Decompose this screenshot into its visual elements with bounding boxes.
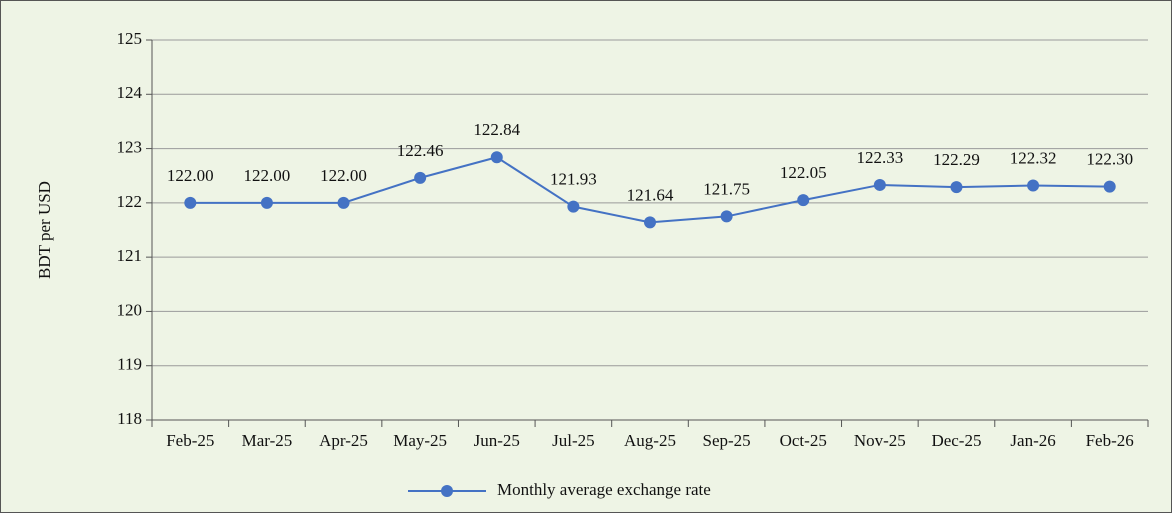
x-tick-label: Sep-25 (703, 431, 751, 450)
data-label: 122.00 (244, 166, 291, 185)
data-label: 121.75 (703, 179, 750, 198)
x-tick-label: Jan-26 (1010, 431, 1055, 450)
x-tick-label: Feb-25 (166, 431, 214, 450)
y-tick-label: 124 (117, 83, 143, 102)
x-tick-label: Feb-26 (1086, 431, 1134, 450)
x-tick-label: Nov-25 (854, 431, 906, 450)
legend-label: Monthly average exchange rate (497, 480, 711, 499)
x-tick-label: Aug-25 (624, 431, 676, 450)
data-label: 121.64 (627, 185, 674, 204)
data-label: 122.00 (167, 166, 214, 185)
data-point (644, 216, 656, 229)
data-label: 122.46 (397, 141, 444, 160)
data-point (873, 178, 886, 191)
y-tick-label: 122 (117, 192, 143, 211)
x-tick-label: Dec-25 (931, 431, 981, 450)
data-label: 121.93 (550, 170, 597, 189)
x-tick-label: Mar-25 (242, 431, 293, 450)
y-tick-label: 125 (117, 29, 143, 48)
y-tick-label: 123 (117, 137, 143, 156)
y-tick-label: 118 (117, 409, 142, 428)
data-point (567, 200, 580, 213)
legend-marker (441, 485, 453, 497)
y-axis-label: BDT per USD (35, 181, 54, 279)
data-point (1103, 180, 1116, 193)
data-label: 122.29 (933, 150, 980, 169)
data-point (184, 196, 197, 209)
x-tick-label: Oct-25 (780, 431, 827, 450)
data-point (950, 181, 963, 194)
x-tick-label: Jul-25 (552, 431, 595, 450)
data-label: 122.05 (780, 163, 827, 182)
y-tick-label: 121 (117, 246, 143, 265)
data-point (260, 196, 273, 209)
data-point (490, 151, 503, 164)
data-label: 122.84 (473, 120, 520, 139)
y-tick-label: 119 (117, 355, 142, 374)
data-point (337, 196, 350, 209)
data-label: 122.00 (320, 166, 367, 185)
data-point (1027, 179, 1040, 192)
x-tick-label: Jun-25 (474, 431, 520, 450)
data-point (797, 194, 810, 207)
y-tick-label: 120 (117, 300, 143, 319)
data-point (720, 210, 733, 223)
data-label: 122.33 (856, 148, 903, 167)
data-point (414, 171, 427, 184)
data-label: 122.30 (1086, 149, 1133, 168)
x-tick-label: Apr-25 (319, 431, 368, 450)
data-label: 122.32 (1010, 148, 1057, 167)
x-tick-label: May-25 (393, 431, 447, 450)
